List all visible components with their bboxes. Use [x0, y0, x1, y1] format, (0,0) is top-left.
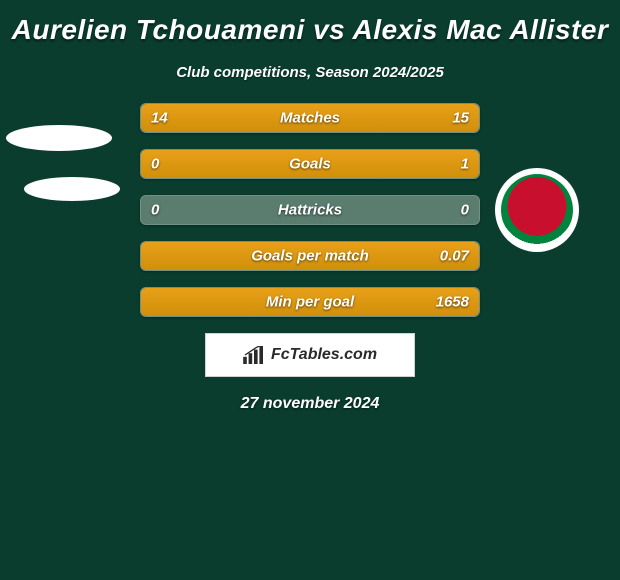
stat-value-right: 15: [452, 110, 469, 127]
snapshot-date: 27 november 2024: [0, 395, 620, 413]
stat-row: Goals per match 0.07: [140, 241, 480, 271]
stat-label: Min per goal: [266, 294, 354, 311]
stat-row: 0 Goals 1: [140, 149, 480, 179]
stat-value-right: 1: [461, 156, 469, 173]
page-subtitle: Club competitions, Season 2024/2025: [0, 64, 620, 81]
chart-icon: [243, 346, 265, 364]
stat-value-left: 0: [151, 202, 159, 219]
badge-shape: [24, 177, 120, 201]
player-right-badge: [495, 168, 600, 273]
liverpool-crest-icon: [495, 168, 579, 252]
player-left-badge: [6, 115, 111, 220]
brand-text: FcTables.com: [271, 346, 377, 364]
stat-value-right: 0: [461, 202, 469, 219]
stat-row: 0 Hattricks 0: [140, 195, 480, 225]
stat-value-left: 14: [151, 110, 168, 127]
stat-row: 14 Matches 15: [140, 103, 480, 133]
stat-label: Hattricks: [278, 202, 342, 219]
stat-label: Goals per match: [251, 248, 369, 265]
stat-value-left: 0: [151, 156, 159, 173]
stat-label: Matches: [280, 110, 340, 127]
stat-row: Min per goal 1658: [140, 287, 480, 317]
brand-badge: FcTables.com: [205, 333, 415, 377]
stat-value-right: 0.07: [440, 248, 469, 265]
stat-value-right: 1658: [436, 294, 469, 311]
badge-shape: [6, 125, 112, 151]
page-title: Aurelien Tchouameni vs Alexis Mac Allist…: [0, 6, 620, 50]
comparison-bars: 14 Matches 15 0 Goals 1 0 Hattricks 0 Goals per m…: [140, 103, 480, 317]
stat-label: Goals: [289, 156, 331, 173]
